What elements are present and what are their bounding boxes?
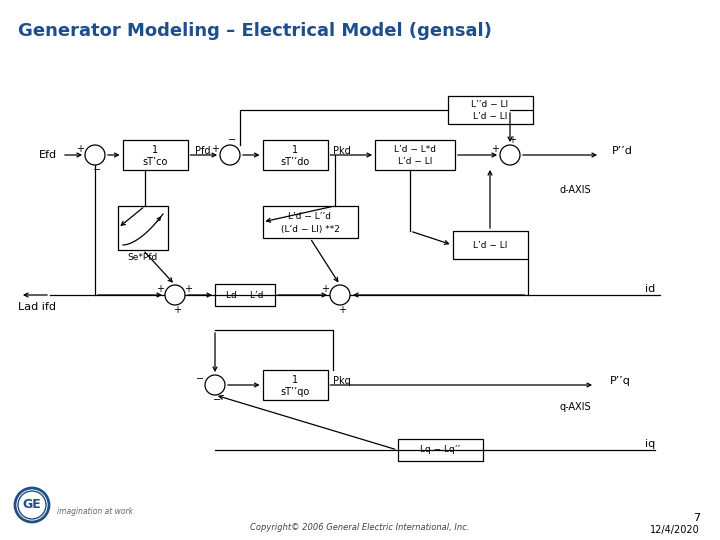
Text: 1: 1 xyxy=(292,145,298,154)
Text: 1: 1 xyxy=(152,145,158,154)
Text: +: + xyxy=(508,135,516,145)
Bar xyxy=(452,231,528,259)
Text: +: + xyxy=(76,144,84,154)
Text: GE: GE xyxy=(22,498,41,511)
Text: L’d − Ll: L’d − Ll xyxy=(473,240,507,249)
Text: q-AXIS: q-AXIS xyxy=(560,402,592,412)
Text: +: + xyxy=(321,284,329,294)
Text: 12/4/2020: 12/4/2020 xyxy=(650,525,700,535)
Text: imagination at work: imagination at work xyxy=(57,508,133,516)
Text: Lq − Lq’’: Lq − Lq’’ xyxy=(420,446,460,455)
Text: sT’’do: sT’’do xyxy=(280,157,310,167)
Text: +: + xyxy=(491,144,499,154)
Text: sT’co: sT’co xyxy=(143,157,168,167)
Text: L’’d − Ll: L’’d − Ll xyxy=(472,100,508,110)
Text: L’d − Ll: L’d − Ll xyxy=(398,157,432,166)
Text: L’d − L’’d: L’d − L’’d xyxy=(289,212,331,221)
Circle shape xyxy=(18,491,46,519)
Text: −: − xyxy=(213,395,221,405)
Text: +: + xyxy=(211,144,219,154)
Text: id: id xyxy=(645,284,655,294)
Bar xyxy=(215,284,275,306)
Text: −: − xyxy=(228,135,236,145)
Bar xyxy=(448,96,533,124)
Text: +: + xyxy=(338,305,346,315)
Text: d-AXIS: d-AXIS xyxy=(560,185,592,195)
Text: −: − xyxy=(93,165,101,175)
Text: Ld − L’d: Ld − L’d xyxy=(226,291,264,300)
Text: P’’q: P’’q xyxy=(610,376,631,386)
Text: Efd: Efd xyxy=(39,150,57,160)
Bar xyxy=(122,140,187,170)
Text: +: + xyxy=(173,305,181,315)
Text: Pkq: Pkq xyxy=(333,376,351,386)
Circle shape xyxy=(330,285,350,305)
Bar xyxy=(375,140,455,170)
Bar xyxy=(397,439,482,461)
Text: L’d − L*d: L’d − L*d xyxy=(394,145,436,154)
Circle shape xyxy=(500,145,520,165)
Text: Copyright© 2006 General Electric International, Inc.: Copyright© 2006 General Electric Interna… xyxy=(251,523,469,531)
Bar xyxy=(263,206,358,238)
Text: Generator Modeling – Electrical Model (gensal): Generator Modeling – Electrical Model (g… xyxy=(18,22,492,40)
Circle shape xyxy=(205,375,225,395)
Text: (L’d − Ll) **2: (L’d − Ll) **2 xyxy=(281,225,339,233)
Circle shape xyxy=(165,285,185,305)
Text: sT’’qo: sT’’qo xyxy=(280,387,310,396)
Text: Se*Pfd: Se*Pfd xyxy=(128,253,158,261)
Text: P’’d: P’’d xyxy=(612,146,633,156)
Circle shape xyxy=(15,488,49,522)
Text: −: − xyxy=(196,374,204,384)
Circle shape xyxy=(220,145,240,165)
Text: 7: 7 xyxy=(693,513,700,523)
Text: Lad ifd: Lad ifd xyxy=(18,302,56,312)
Text: Pfd: Pfd xyxy=(194,146,210,156)
Text: iq: iq xyxy=(645,439,655,449)
Text: 1: 1 xyxy=(292,375,298,384)
Circle shape xyxy=(85,145,105,165)
Text: +: + xyxy=(184,284,192,294)
Text: Pkd: Pkd xyxy=(333,146,351,156)
Text: L’d − Ll: L’d − Ll xyxy=(473,112,507,120)
Bar xyxy=(118,206,168,250)
Bar xyxy=(263,140,328,170)
Text: +: + xyxy=(156,284,164,294)
Bar xyxy=(263,370,328,400)
